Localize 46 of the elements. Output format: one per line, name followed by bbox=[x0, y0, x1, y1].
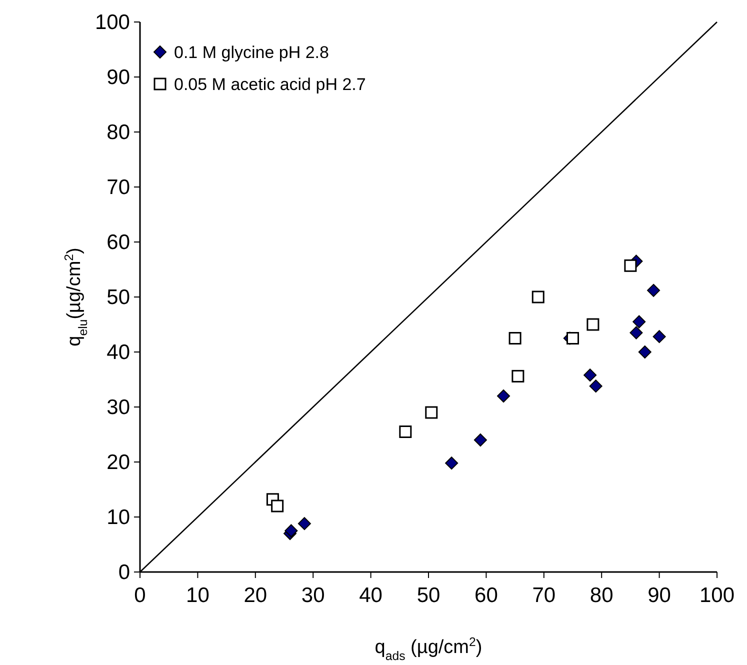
x-tick-label: 0 bbox=[134, 584, 146, 607]
y-tick-label: 100 bbox=[94, 11, 130, 34]
point bbox=[566, 332, 579, 344]
y-tick-label: 70 bbox=[106, 176, 130, 199]
x-tick-label: 80 bbox=[590, 584, 614, 607]
x-tick-label: 70 bbox=[532, 584, 556, 607]
y-tick-label: 0 bbox=[118, 561, 130, 584]
point bbox=[508, 332, 522, 344]
y-tick-label: 80 bbox=[106, 121, 130, 144]
y-tick-label: 40 bbox=[106, 341, 130, 364]
x-axis-title: q$_{ads}$ (µg/cm$^{2}$) bbox=[374, 635, 482, 663]
point bbox=[584, 368, 597, 382]
point bbox=[284, 524, 298, 538]
y-tick-label: 60 bbox=[106, 231, 130, 254]
point bbox=[638, 346, 652, 358]
point bbox=[586, 318, 600, 331]
x-tick-label: 100 bbox=[699, 584, 735, 607]
legend-label: 0.1 M glycine pH 2.8 bbox=[174, 43, 329, 62]
point bbox=[474, 434, 487, 446]
point bbox=[532, 290, 544, 304]
point bbox=[271, 500, 284, 512]
point bbox=[630, 326, 643, 340]
y-tick-label: 50 bbox=[106, 286, 130, 309]
point bbox=[652, 330, 666, 344]
x-tick-label: 30 bbox=[301, 584, 325, 607]
x-tick-label: 40 bbox=[359, 584, 382, 607]
y-tick-label: 20 bbox=[106, 451, 130, 474]
point bbox=[399, 426, 412, 438]
point bbox=[624, 259, 637, 272]
point bbox=[647, 284, 660, 297]
y-tick-label: 30 bbox=[106, 396, 130, 419]
point bbox=[425, 406, 438, 419]
y-tick-label: 10 bbox=[106, 506, 130, 529]
point bbox=[445, 456, 458, 470]
x-tick-label: 50 bbox=[416, 584, 440, 607]
point bbox=[632, 315, 646, 328]
y-tick-label: 90 bbox=[106, 66, 130, 89]
x-tick-label: 10 bbox=[186, 584, 210, 607]
x-tick-label: 20 bbox=[244, 584, 268, 607]
x-tick-label: 90 bbox=[648, 584, 671, 607]
point bbox=[512, 370, 524, 382]
point bbox=[589, 380, 602, 393]
point bbox=[298, 517, 311, 530]
point bbox=[497, 390, 510, 402]
x-tick-label: 60 bbox=[474, 584, 498, 607]
legend-label: 0.05 M acetic acid pH 2.7 bbox=[174, 75, 366, 94]
